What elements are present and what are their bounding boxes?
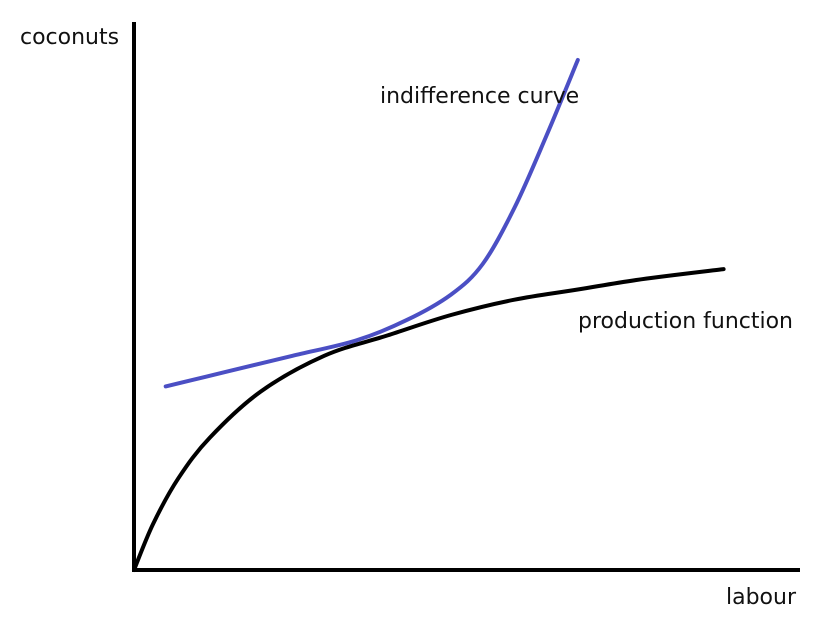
production-function-label: production function (578, 309, 793, 334)
y-axis-label: coconuts (20, 25, 119, 50)
indifference-curve-line (163, 58, 580, 389)
x-axis-label: labour (726, 585, 797, 610)
production-function-line (132, 267, 726, 572)
indifference-curve-label: indifference curve (380, 84, 579, 109)
